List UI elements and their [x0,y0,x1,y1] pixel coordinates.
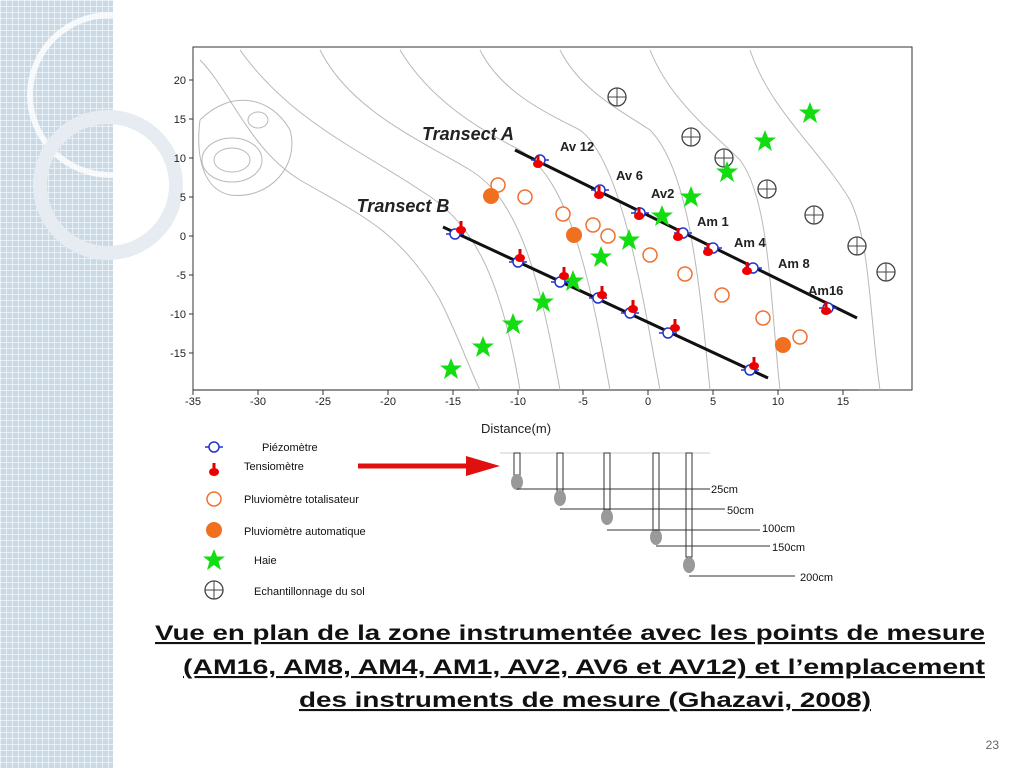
depth-label: 200cm [800,572,833,584]
x-tick-label: 10 [772,396,784,408]
rain-gauge [555,206,571,222]
decorative-strip [0,0,113,768]
station-label: Am16 [808,283,843,298]
decor-circle [27,12,193,178]
y-tick-label: -10 [170,309,186,321]
plot-area [192,46,913,391]
contours [198,49,881,391]
transect-label: Transect A [422,124,514,144]
legend-label: Echantillonnage du sol [254,586,365,598]
y-tick-label: 15 [174,114,186,126]
station-label: Am 1 [697,214,729,229]
y-tick-label: -15 [170,348,186,360]
rain-gauge [517,189,533,205]
x-tick-label: 5 [710,396,716,408]
x-tick-label: -10 [510,396,526,408]
soil-sample [847,236,867,256]
legend: Piézomètre Tensiomètre Pluviomètre total… [203,441,366,600]
rain-gauge [755,310,771,326]
caption-line: (AM16, AM8, AM4, AM1, AV2, AV6 et AV12) … [183,656,985,679]
station-label: Am 8 [778,256,810,271]
depth-label: 100cm [762,523,795,535]
station-label: Am 4 [734,235,767,250]
soil-sample [607,87,627,107]
legend-label: Piézomètre [262,442,318,454]
y-tick-label: 0 [180,231,186,243]
decor-circle [33,110,183,260]
rain-gauge [714,287,730,303]
y-tick-label: 20 [174,75,186,87]
transect-line [442,225,769,380]
x-tick-label: -15 [445,396,461,408]
y-tick-label: 5 [180,192,186,204]
x-tick-label: 0 [645,396,651,408]
x-axis-label: Distance(m) [481,421,551,436]
soil-sample [804,205,824,225]
rain-gauge [792,329,808,345]
soil-sample [876,262,896,282]
depth-label: 25cm [711,484,738,496]
transect-label: Transect B [357,196,450,216]
x-tick-label: -35 [185,396,201,408]
x-tick-label: -30 [250,396,266,408]
legend-symbol [209,463,219,476]
rain-gauge [642,247,658,263]
station-label: Av2 [651,186,674,201]
rain-gauge [677,266,693,282]
caption-line: Vue en plan de la zone instrumentée avec… [155,622,985,645]
rain-gauge [585,217,601,233]
rain-gauge [600,228,616,244]
legend-label: Pluviomètre totalisateur [244,494,359,506]
station-label: Av 12 [560,139,594,154]
legend-label: Tensiomètre [244,461,304,473]
x-tick-label: -5 [578,396,588,408]
legend-symbol [204,441,224,453]
legend-label: Haie [254,555,277,567]
legend-label: Pluviomètre automatique [244,526,366,538]
soil-sample [681,127,701,147]
legend-symbol [204,580,224,600]
station-label: Av 6 [616,168,643,183]
soil-sample [714,148,734,168]
depth-diagram [358,452,795,577]
y-tick-label: -5 [176,270,186,282]
depth-label: 150cm [772,542,805,554]
legend-symbol [206,491,222,507]
auto-rain-gauge [566,227,582,243]
x-tick-label: 15 [837,396,849,408]
soil-sample [757,179,777,199]
auto-rain-gauge [483,188,499,204]
y-tick-label: 10 [174,153,186,165]
depth-label: 50cm [727,505,754,517]
x-tick-label: -25 [315,396,331,408]
x-tick-label: -20 [380,396,396,408]
legend-symbol [206,522,222,538]
caption-line: des instruments de mesure (Ghazavi, 2008… [299,689,871,712]
page-number: 23 [986,738,1000,752]
legend-symbol [203,549,225,570]
auto-rain-gauge [775,337,791,353]
